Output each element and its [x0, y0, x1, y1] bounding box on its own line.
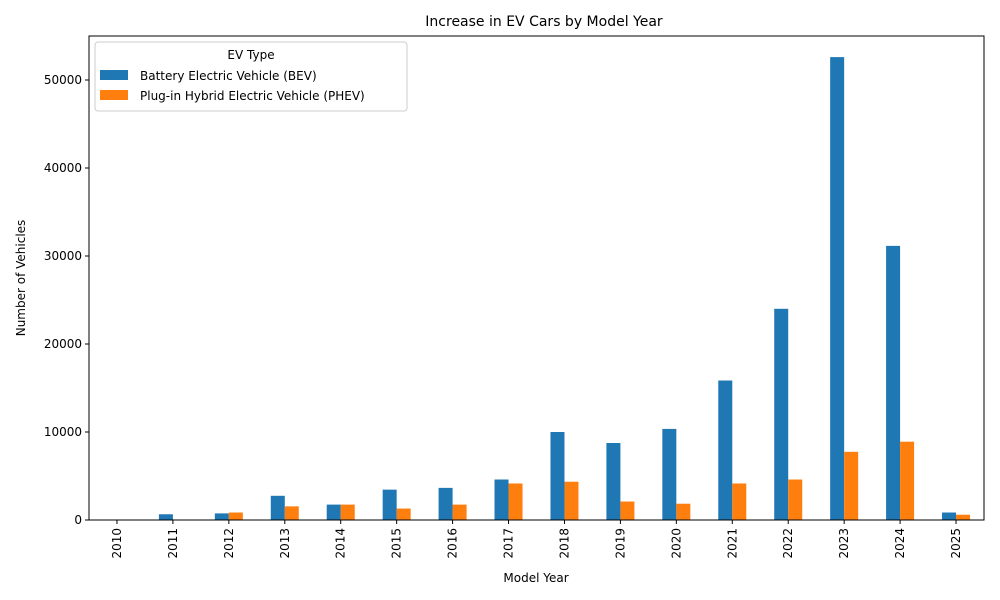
- x-tick-label: 2017: [502, 528, 516, 559]
- bar-phev-2025: [956, 514, 971, 520]
- bar-phev-2014: [340, 504, 355, 520]
- plot-frame: [88, 35, 985, 521]
- y-tick-label: 30000: [44, 249, 82, 263]
- bar-bev-2022: [774, 308, 789, 520]
- y-tick-label: 40000: [44, 161, 82, 175]
- x-tick-label: 2021: [725, 528, 739, 559]
- chart-title: Increase in EV Cars by Model Year: [425, 14, 663, 30]
- legend-box: [94, 41, 408, 112]
- bar-bev-2017: [494, 479, 509, 520]
- bar-bev-2016: [438, 487, 453, 520]
- x-tick-label: 2010: [110, 528, 124, 559]
- y-axis-label: Number of Vehicles: [14, 220, 28, 337]
- bar-phev-2015: [396, 508, 411, 520]
- x-tick-label: 2012: [222, 528, 236, 559]
- y-tick-label: 20000: [44, 337, 82, 351]
- bar-bev-2015: [382, 489, 397, 520]
- x-tick-label: 2013: [278, 528, 292, 559]
- bar-bev-2019: [606, 443, 621, 520]
- x-tick-label: 2014: [334, 528, 348, 559]
- legend-label-bev: Battery Electric Vehicle (BEV): [140, 69, 317, 83]
- bar-phev-2012: [228, 512, 243, 520]
- bar-bev-2020: [662, 428, 677, 520]
- x-tick-label: 2018: [557, 528, 571, 559]
- bar-phev-2019: [620, 501, 635, 520]
- x-tick-label: 2016: [446, 528, 460, 559]
- legend-swatch-bev: [100, 70, 128, 80]
- bar-phev-2016: [452, 504, 467, 520]
- legend-swatch-phev: [100, 90, 128, 100]
- bar-bev-2012: [214, 513, 229, 520]
- bar-phev-2021: [732, 483, 747, 520]
- x-tick-label: 2011: [166, 528, 180, 559]
- bar-bev-2014: [326, 504, 341, 520]
- bar-phev-2022: [788, 479, 803, 520]
- x-tick-label: 2019: [613, 528, 627, 559]
- y-tick-label: 10000: [44, 425, 82, 439]
- legend-label-phev: Plug-in Hybrid Electric Vehicle (PHEV): [140, 89, 365, 103]
- bar-phev-2013: [284, 506, 299, 520]
- x-tick-label: 2025: [949, 528, 963, 559]
- axes-layer: 0 10000 20000 30000 40000 50000 2010 2011 2012 20…: [44, 35, 985, 559]
- x-tick-label: 2015: [390, 528, 404, 559]
- bar-phev-2017: [508, 483, 523, 520]
- bars-layer: [102, 57, 971, 521]
- x-tick-label: 2022: [781, 528, 795, 559]
- bar-phev-2020: [676, 503, 691, 520]
- bar-bev-2013: [270, 495, 285, 520]
- x-tick-label: 2023: [837, 528, 851, 559]
- y-tick-label: 50000: [44, 73, 82, 87]
- bar-bev-2023: [830, 57, 845, 521]
- y-tick-label: 0: [74, 513, 82, 527]
- legend-title: EV Type: [227, 48, 274, 62]
- x-tick-label: 2020: [669, 528, 683, 559]
- x-axis-label: Model Year: [503, 571, 568, 585]
- legend: EV Type Battery Electric Vehicle (BEV) P…: [94, 41, 408, 112]
- bar-bev-2024: [886, 245, 901, 520]
- bar-bev-2021: [718, 380, 733, 520]
- bar-bev-2011: [158, 514, 173, 520]
- bar-bev-2018: [550, 432, 565, 520]
- bar-phev-2023: [844, 451, 859, 520]
- bar-phev-2018: [564, 481, 579, 520]
- bar-phev-2024: [900, 441, 915, 520]
- bar-bev-2025: [942, 512, 957, 520]
- x-tick-label: 2024: [893, 528, 907, 559]
